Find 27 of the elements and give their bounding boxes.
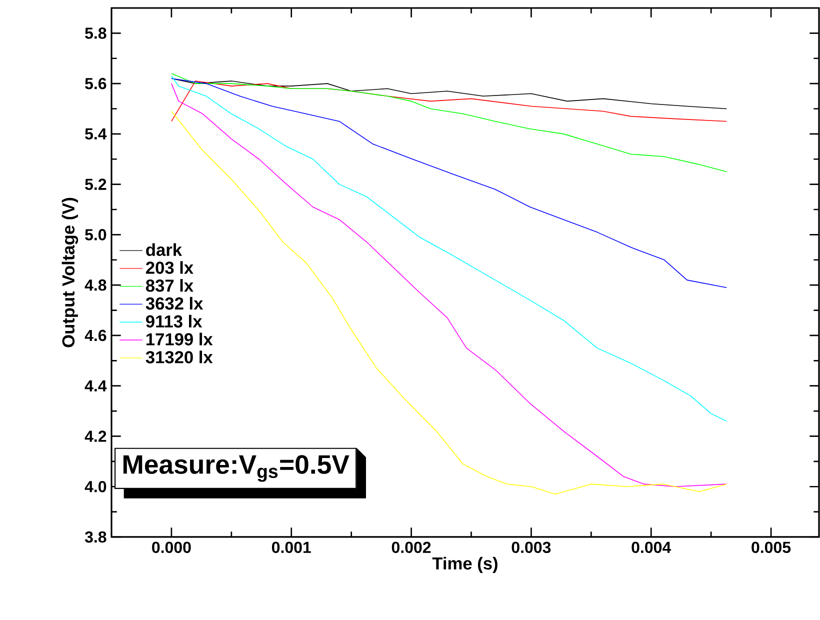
annotation: Measure:V$_{gs}$=0.5V (123, 455, 350, 482)
y-tick-label: 5.8 (85, 28, 106, 39)
y-tick-label: 4.8 (84, 279, 106, 291)
legend-label: 9113 lx (146, 314, 202, 328)
x-tick-label: 0.000 (152, 542, 191, 554)
x-axis-title: Time (s) (432, 556, 498, 574)
y-tick-label: 4.2 (84, 430, 106, 442)
y-tick-label: 3.8 (84, 531, 106, 543)
legend-label: 837 lx (146, 279, 194, 292)
x-tick-label: 0.001 (272, 542, 311, 554)
y-tick-label: 5.6 (85, 78, 106, 90)
x-tick-label: 0.002 (392, 542, 431, 554)
legend-label: dark (146, 243, 182, 256)
y-tick-label: 5.4 (85, 128, 107, 140)
x-tick-label: 0.004 (632, 542, 672, 554)
legend-label: 3632 lx (146, 296, 204, 310)
legend-label: 17199 lx (146, 332, 213, 346)
y-tick-label: 4.6 (84, 330, 106, 342)
y-tick-label: 5.2 (85, 178, 106, 190)
x-tick-label: 0.005 (752, 542, 791, 554)
y-tick-label: 5.0 (85, 229, 106, 240)
y-tick-label: 4.4 (84, 380, 107, 392)
legend-label: 203 lx (146, 261, 194, 274)
legend-label: 31320 lx (146, 350, 213, 364)
y-axis-title: Output Voltage (V) (62, 198, 78, 348)
y-tick-label: 4.0 (84, 480, 106, 492)
x-tick-label: 0.003 (512, 542, 551, 554)
